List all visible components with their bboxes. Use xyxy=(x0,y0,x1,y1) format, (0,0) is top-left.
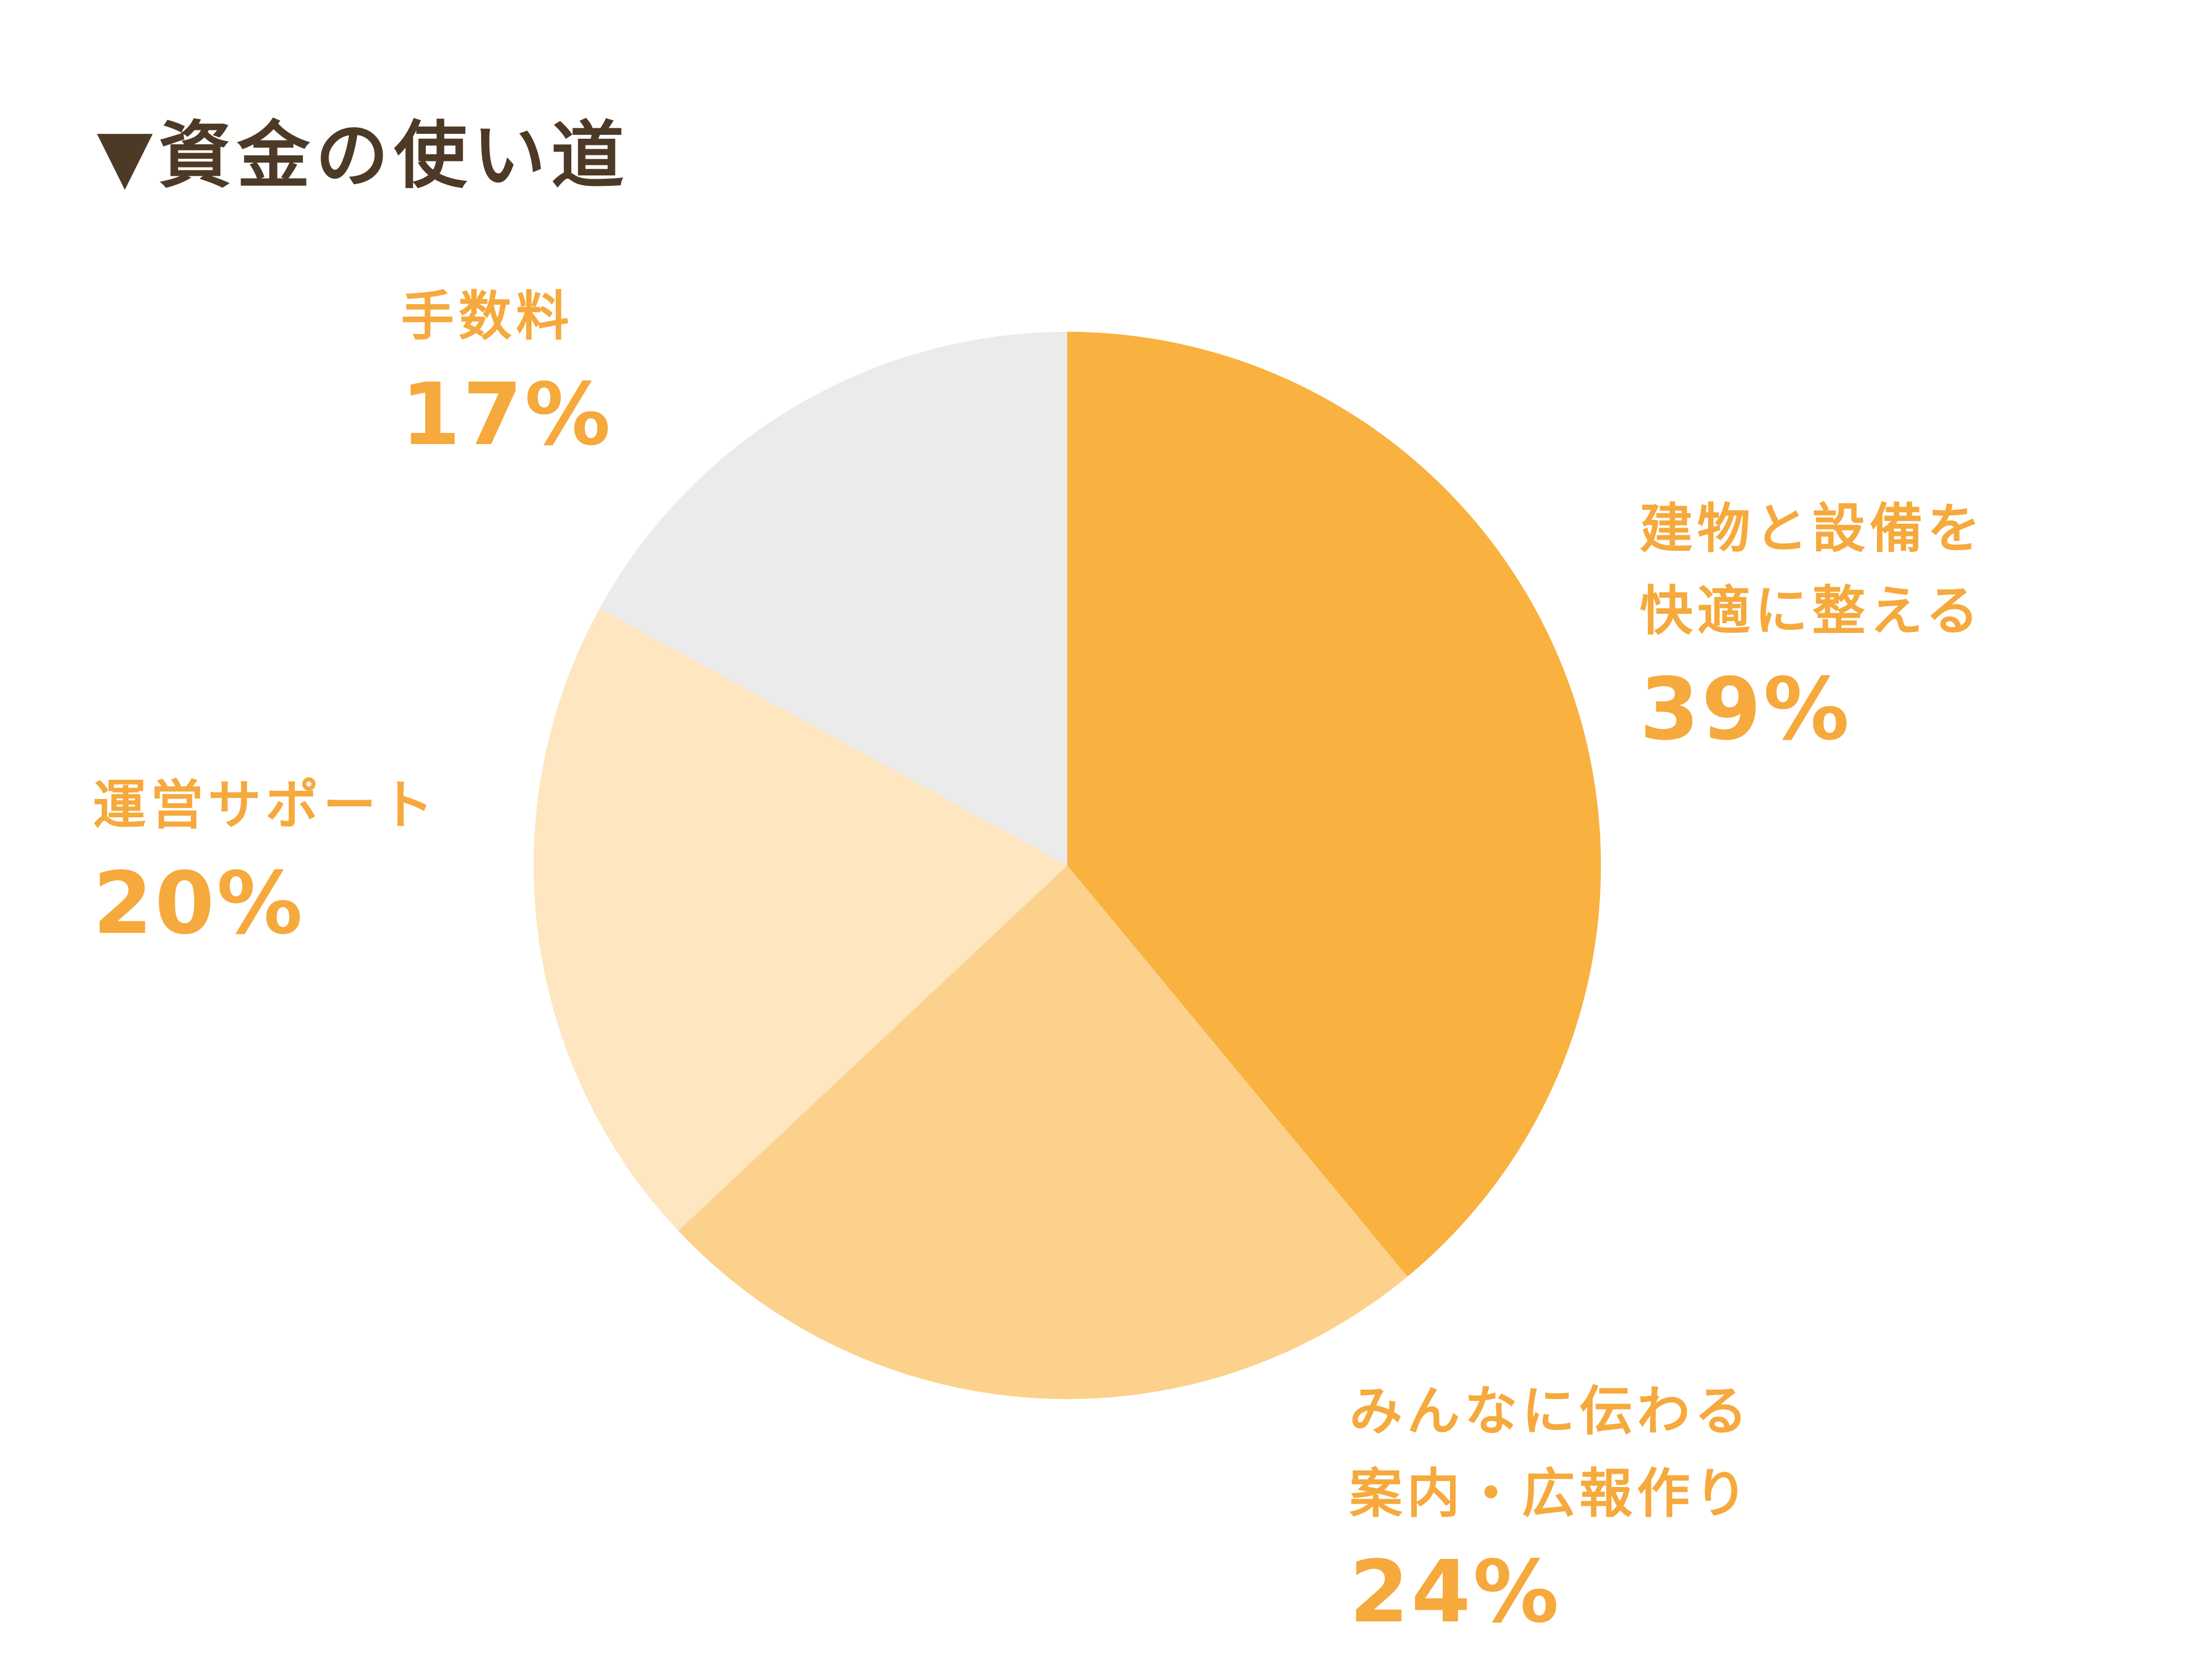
label-building-pct: 39% xyxy=(1640,659,1852,759)
label-pr-pct: 24% xyxy=(1349,1541,1562,1642)
label-building: 建物と設備を 快適に整える 39% xyxy=(1640,488,1985,759)
label-support-pct: 20% xyxy=(93,853,305,953)
label-fee-pct: 17% xyxy=(401,364,613,465)
label-support: 運営サポート 20% xyxy=(93,764,438,953)
label-pr-name-line1: みんなに伝わる xyxy=(1349,1380,1752,1442)
label-fee: 手数料 17% xyxy=(401,275,613,464)
label-building-name-line2: 快適に整える xyxy=(1640,580,1984,642)
label-building-name-line1: 建物と設備を xyxy=(1640,498,1985,560)
pie-slice-2 xyxy=(533,608,1067,1231)
label-pr: みんなに伝わる 案内・広報作り 24% xyxy=(1349,1370,1752,1641)
pie-slice-1 xyxy=(678,865,1408,1399)
label-support-name: 運営サポート xyxy=(93,774,438,836)
pie-slice-0 xyxy=(1067,332,1601,1277)
pie-slice-3 xyxy=(599,332,1067,865)
label-pr-name-line2: 案内・広報作り xyxy=(1349,1462,1752,1525)
page-title: ▼資金の使い道 xyxy=(97,113,630,199)
label-fee-name: 手数料 xyxy=(401,285,573,347)
